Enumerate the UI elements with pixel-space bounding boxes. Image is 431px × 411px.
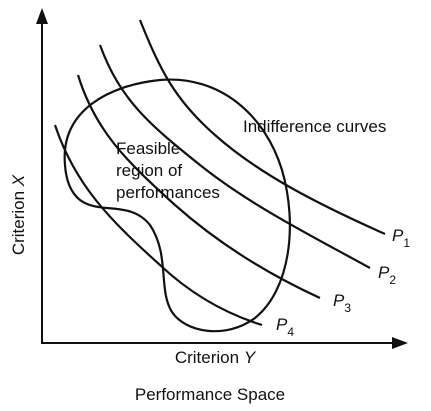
curve-p1 (138, 19, 386, 236)
caption: Performance Space (135, 385, 285, 404)
x-axis-label: Criterion Y (175, 348, 257, 367)
curve-label: P4 (276, 315, 294, 339)
y-arrow (36, 8, 48, 24)
curve-label: P1 (392, 226, 410, 250)
curve-p3 (76, 74, 321, 299)
region-label: region of (116, 161, 182, 180)
feasible-region (63, 78, 291, 333)
region-label: Feasible (116, 139, 180, 158)
curve-label: P2 (378, 263, 396, 287)
region-label: performances (116, 183, 220, 202)
curves-label: Indifference curves (243, 117, 386, 136)
curve-label: P3 (333, 291, 351, 315)
curve-p2 (98, 44, 371, 269)
y-axis-label: Criterion X (9, 174, 28, 255)
x-arrow (392, 337, 408, 349)
curve-p4 (53, 124, 263, 327)
axes (36, 8, 408, 349)
